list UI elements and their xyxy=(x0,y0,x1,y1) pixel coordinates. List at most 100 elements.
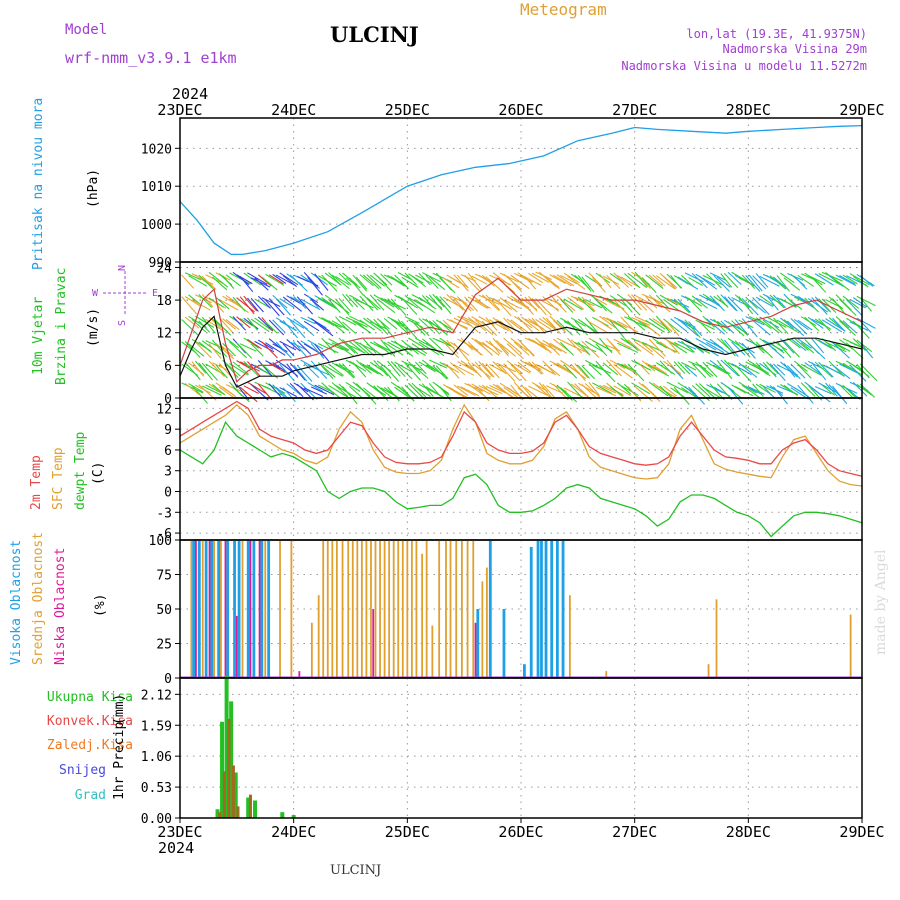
wind-barb xyxy=(793,318,809,331)
wind-barb xyxy=(842,295,860,309)
y-tick-label: 0 xyxy=(164,486,172,501)
wind-barb xyxy=(387,386,400,402)
y-tick-label: 1.06 xyxy=(141,750,172,765)
wind-barb xyxy=(279,340,297,351)
wind-barb xyxy=(542,274,560,290)
wind-barb xyxy=(567,320,581,336)
high-cloud-bar xyxy=(536,540,540,678)
wind-barb xyxy=(800,382,816,397)
wind-barb xyxy=(531,361,544,375)
wind-barb xyxy=(282,320,298,339)
compass-e: E xyxy=(152,288,158,299)
wind-barb xyxy=(804,362,823,376)
wind-barb xyxy=(839,363,858,374)
wind-barb xyxy=(716,276,731,288)
total-precip-bar xyxy=(280,812,285,818)
wind-barb xyxy=(688,321,703,337)
wind-barb xyxy=(293,296,307,309)
wind-barb xyxy=(387,360,401,377)
wind-barb xyxy=(538,382,554,400)
wind-barb xyxy=(380,321,395,339)
wind-barb xyxy=(663,385,677,397)
wind-barb xyxy=(359,342,375,357)
wind-barb xyxy=(239,296,255,315)
wind-barb xyxy=(818,273,841,285)
wind-barb xyxy=(631,316,651,326)
wind-barb xyxy=(684,365,698,377)
mid-cloud-bar xyxy=(388,540,391,678)
wind-barb xyxy=(439,320,453,334)
wind-barb xyxy=(531,272,550,283)
wind-barb xyxy=(489,384,507,394)
wind-barb xyxy=(428,276,446,291)
mid-cloud-bar xyxy=(438,540,441,678)
wind-barb xyxy=(250,343,264,357)
wind-barb xyxy=(257,383,273,401)
wind-barb xyxy=(563,364,578,379)
y-tick-label: 0 xyxy=(164,672,172,687)
wind-barb xyxy=(832,342,850,359)
wind-barb xyxy=(397,319,411,335)
wind-barb xyxy=(404,295,424,312)
wind-barb xyxy=(835,316,850,329)
wind-barb xyxy=(814,361,833,378)
wind-barb xyxy=(800,299,816,309)
wind-barb xyxy=(425,342,445,357)
wind-barb xyxy=(724,359,741,377)
compass-s: S xyxy=(117,320,128,326)
wind-barb xyxy=(181,319,199,336)
wind-barb xyxy=(790,317,808,335)
panel-border xyxy=(179,677,863,819)
pressure-panel: 990 1000 1010 1020 xyxy=(141,117,863,271)
y-tick-label: 990 xyxy=(149,256,172,271)
wind-barb xyxy=(449,341,470,356)
wind-barb xyxy=(243,295,258,312)
wind-barb xyxy=(563,341,585,353)
wind-barb xyxy=(450,387,465,398)
x-tick-label-bottom: 27DEC xyxy=(612,823,657,841)
high-cloud-bar xyxy=(561,540,565,678)
high-cloud-bar xyxy=(204,540,208,678)
wind-barb xyxy=(467,316,487,332)
wind-barb xyxy=(478,360,494,377)
wind-barb xyxy=(201,362,219,381)
high-cloud-bar xyxy=(226,540,230,678)
wind-barb xyxy=(335,316,349,331)
wind-barb xyxy=(698,383,718,401)
wind-barb xyxy=(673,298,690,314)
wind-barb xyxy=(215,364,228,379)
model-name: wrf-nmm_v3.9.1 e1km xyxy=(65,49,237,67)
wind-barb xyxy=(503,337,522,354)
wind-barb xyxy=(666,381,689,394)
wind-barb xyxy=(474,319,494,336)
wind-barb xyxy=(222,318,236,330)
wind-barb xyxy=(738,296,754,315)
wind-barb xyxy=(560,342,574,356)
wind-barb xyxy=(432,320,448,336)
wind-barb xyxy=(755,273,769,288)
mid-cloud-bar xyxy=(370,540,372,678)
wind-barb xyxy=(387,298,400,311)
wind-barb xyxy=(702,315,715,328)
wind-barb xyxy=(670,365,684,380)
wind-barb xyxy=(553,274,572,287)
wind-barb xyxy=(236,316,251,329)
wind-barb xyxy=(506,275,523,293)
wind-barb xyxy=(415,386,431,397)
wind-barb xyxy=(503,299,520,309)
wind-barb xyxy=(275,274,296,287)
wind-barb xyxy=(376,298,396,314)
wind-barb xyxy=(369,274,386,287)
wind-barb xyxy=(428,337,443,351)
wind-barb xyxy=(236,274,253,285)
wind-barb xyxy=(716,320,731,332)
tsfc-label: SFC Temp xyxy=(51,447,66,510)
wind-barb xyxy=(542,383,555,398)
wind-barb xyxy=(492,361,507,375)
wind-barb xyxy=(383,364,400,382)
wind-barb xyxy=(574,296,595,307)
wind-barb xyxy=(545,341,561,356)
wind-barb xyxy=(620,316,637,334)
wind-barb xyxy=(698,320,711,334)
wind-barb xyxy=(243,385,259,395)
